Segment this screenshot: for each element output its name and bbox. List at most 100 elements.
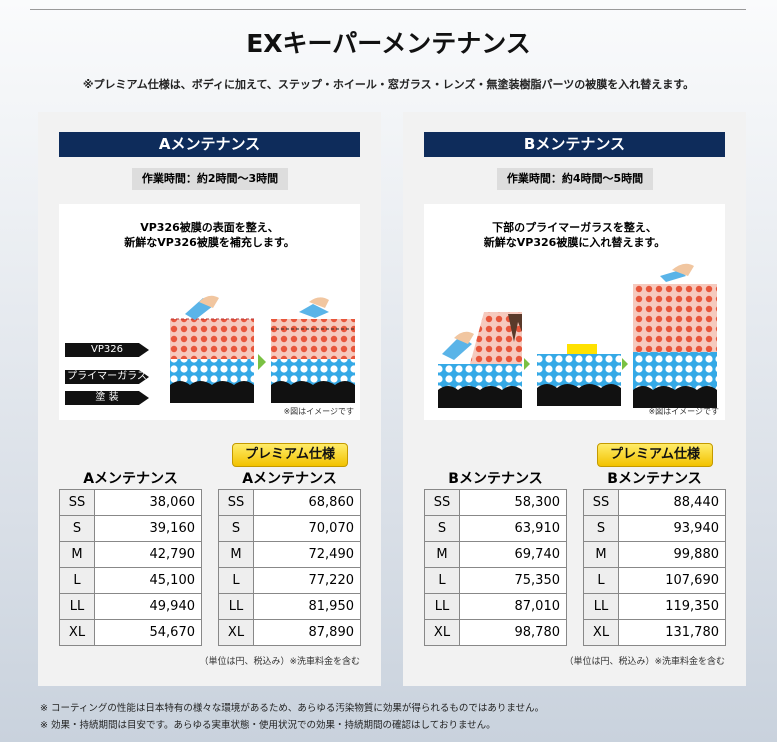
size: L (218, 567, 254, 594)
panel-footnote: （単位は円、税込み）※洗車料金を含む (564, 657, 725, 667)
price-row: LL 81,950 (218, 593, 361, 620)
price-row: SS 88,440 (583, 489, 726, 516)
premium-badge: プレミアム仕様 (597, 443, 713, 467)
size: SS (218, 489, 254, 516)
size: L (583, 567, 619, 594)
table-title: Aメンテナンス (242, 471, 337, 487)
price: 63,910 (459, 515, 567, 542)
price-table: SS 68,860 S 70,070 M 72,490 L 77,220 LL 81,950 XL 8… (218, 489, 361, 646)
size: S (424, 515, 460, 542)
price-row: L 77,220 (218, 567, 361, 594)
price-table: SS 88,440 S 93,940 M 99,880 L 107,690 LL 119,350 X… (583, 489, 726, 646)
price-row: XL 54,670 (59, 619, 202, 646)
size: LL (218, 593, 254, 620)
price-row: M 72,490 (218, 541, 361, 568)
size: L (59, 567, 95, 594)
premium-badge: プレミアム仕様 (232, 443, 348, 467)
price: 87,890 (253, 619, 361, 646)
layer-label: VP326 (65, 343, 149, 357)
size: XL (424, 619, 460, 646)
layer-label: プライマーガラス (65, 370, 149, 384)
price: 39,160 (94, 515, 202, 542)
price: 45,100 (94, 567, 202, 594)
price: 58,300 (459, 489, 567, 516)
price: 131,780 (618, 619, 726, 646)
size: LL (59, 593, 95, 620)
size: S (59, 515, 95, 542)
price-row: S 93,940 (583, 515, 726, 542)
price-row: S 70,070 (218, 515, 361, 542)
price-row: LL 119,350 (583, 593, 726, 620)
illustration: 下部のプライマーガラスを整え、 新鮮なVP326被膜に入れ替えます。 ※図はイメージ… (424, 204, 725, 420)
size: L (424, 567, 460, 594)
size: XL (59, 619, 95, 646)
caption-line: 新鮮なVP326被膜に入れ替えます。 (483, 236, 666, 249)
price-row: LL 87,010 (424, 593, 567, 620)
size: LL (583, 593, 619, 620)
price: 70,070 (253, 515, 361, 542)
caption: 下部のプライマーガラスを整え、 新鮮なVP326被膜に入れ替えます。 (424, 220, 725, 250)
size: M (59, 541, 95, 568)
header-note: ※プレミアム仕様は、ボディに加えて、ステップ・ホイール・窓ガラス・レンズ・無塗装… (82, 78, 695, 91)
price-row: SS 38,060 (59, 489, 202, 516)
price: 119,350 (618, 593, 726, 620)
size: M (583, 541, 619, 568)
price-row: L 75,350 (424, 567, 567, 594)
price-row: M 69,740 (424, 541, 567, 568)
illustration-graphic (438, 263, 717, 408)
price-row: S 39,160 (59, 515, 202, 542)
price-table: SS 58,300 S 63,910 M 69,740 L 75,350 LL 87,010 XL 9… (424, 489, 567, 646)
table-title: Aメンテナンス (83, 471, 178, 487)
size: SS (424, 489, 460, 516)
panel-footnote: （単位は円、税込み）※洗車料金を含む (199, 657, 360, 667)
price-row: SS 68,860 (218, 489, 361, 516)
caption-line: 新鮮なVP326被膜を補充します。 (124, 236, 295, 249)
price: 72,490 (253, 541, 361, 568)
image-note: ※図はイメージです (283, 407, 354, 416)
size: S (218, 515, 254, 542)
price-row: L 107,690 (583, 567, 726, 594)
price: 75,350 (459, 567, 567, 594)
price-row: M 42,790 (59, 541, 202, 568)
size: SS (583, 489, 619, 516)
price-table: SS 38,060 S 39,160 M 42,790 L 45,100 LL 49,940 XL 5… (59, 489, 202, 646)
size: XL (583, 619, 619, 646)
size: S (583, 515, 619, 542)
price: 98,780 (459, 619, 567, 646)
price-row: XL 98,780 (424, 619, 567, 646)
table-title: Bメンテナンス (607, 471, 702, 487)
price-row: L 45,100 (59, 567, 202, 594)
price-row: SS 58,300 (424, 489, 567, 516)
price-row: M 99,880 (583, 541, 726, 568)
size: M (424, 541, 460, 568)
size: M (218, 541, 254, 568)
price-row: XL 87,890 (218, 619, 361, 646)
panel-title: Aメンテナンス (59, 132, 360, 157)
footer-note: ※ コーティングの性能は日本特有の様々な環境があるため、あらゆる汚染物質に効果が… (40, 703, 545, 714)
price-row: S 63,910 (424, 515, 567, 542)
price-row: LL 49,940 (59, 593, 202, 620)
price: 93,940 (618, 515, 726, 542)
footer-note: ※ 効果・持続期間は目安です。あらゆる実車状態・使用状況での効果・持続期間の確認… (40, 720, 496, 731)
price: 77,220 (253, 567, 361, 594)
work-time: 作業時間：約2時間〜3時間 (132, 168, 288, 190)
panel-title: Bメンテナンス (424, 132, 725, 157)
image-note: ※図はイメージです (648, 407, 719, 416)
price: 42,790 (94, 541, 202, 568)
price-row: XL 131,780 (583, 619, 726, 646)
panel: Aメンテナンス 作業時間：約2時間〜3時間 VP326被膜の表面を整え、 新鮮なVP3… (38, 112, 381, 686)
table-title: Bメンテナンス (448, 471, 543, 487)
price: 49,940 (94, 593, 202, 620)
price: 54,670 (94, 619, 202, 646)
price: 99,880 (618, 541, 726, 568)
illustration-graphic (170, 295, 355, 403)
work-time: 作業時間：約4時間〜5時間 (497, 168, 653, 190)
price: 81,950 (253, 593, 361, 620)
price: 69,740 (459, 541, 567, 568)
panel: Bメンテナンス 作業時間：約4時間〜5時間 下部のプライマーガラスを整え、 新鮮なVP… (403, 112, 746, 686)
caption: VP326被膜の表面を整え、新鮮なVP326被膜を補充します。 (59, 220, 360, 250)
price: 38,060 (94, 489, 202, 516)
size: LL (424, 593, 460, 620)
caption-line: VP326被膜の表面を整え、 (140, 221, 279, 234)
